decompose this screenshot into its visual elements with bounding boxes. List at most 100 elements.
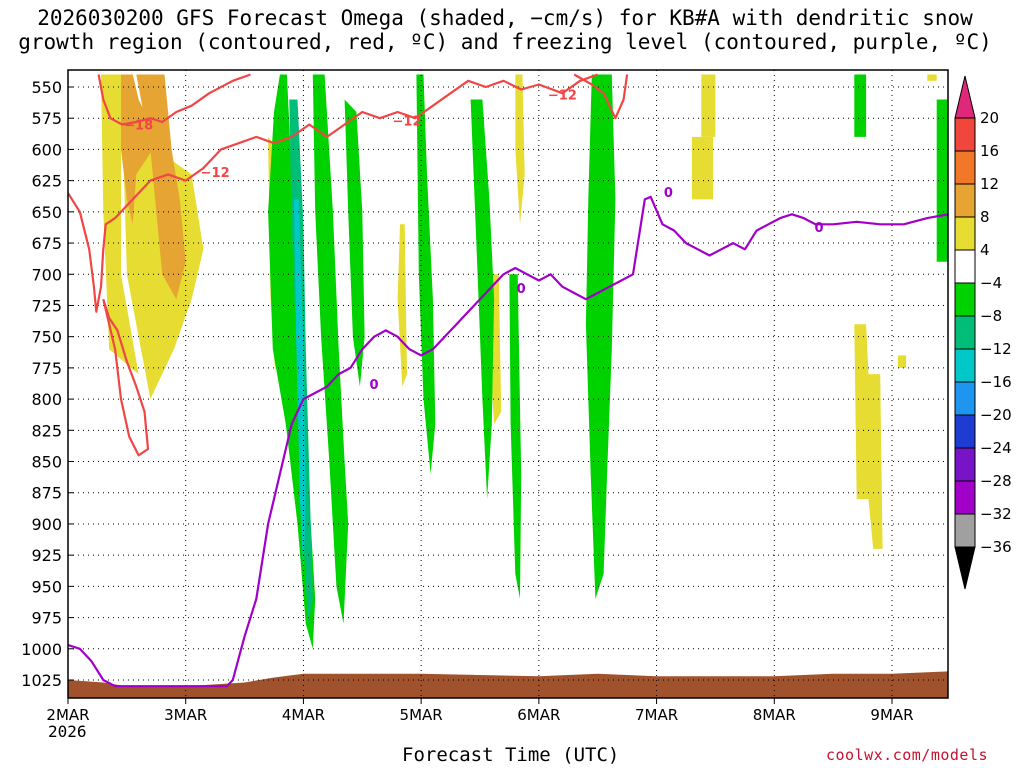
colorbar-swatch <box>954 381 976 416</box>
colorbar-label: −28 <box>980 472 1012 490</box>
omega-region-18 <box>509 274 522 599</box>
omega-region-14 <box>312 74 349 624</box>
colorbar-swatch <box>954 216 976 251</box>
x-tick-label: 8MAR <box>753 706 796 724</box>
colorbar-swatch <box>954 150 976 185</box>
omega-region-0 <box>101 74 139 375</box>
y-tick-label: 750 <box>31 328 62 347</box>
title-line-2: growth region (contoured, red, ºC) and f… <box>18 30 992 54</box>
y-tick-label: 925 <box>31 546 62 565</box>
y-tick-label: 725 <box>31 296 62 315</box>
colorbar-label: 16 <box>980 142 999 160</box>
contour-label: 0 <box>814 221 823 236</box>
colorbar-label: 20 <box>980 109 999 127</box>
omega-region-16 <box>416 74 436 474</box>
omega-region-8 <box>691 136 714 200</box>
plot-frame <box>67 69 949 699</box>
x-tick-label: 2MAR <box>46 706 89 724</box>
grid <box>68 70 948 698</box>
omega-region-5 <box>397 224 407 387</box>
omega-region-11 <box>897 355 907 368</box>
contour-line-0 <box>97 73 251 126</box>
omega-region-21 <box>936 99 948 262</box>
x-tick-label: 7MAR <box>635 706 678 724</box>
y-tick-label: 975 <box>31 609 62 628</box>
x-tick-label: 6MAR <box>517 706 560 724</box>
colorbar-bottom-arrow <box>954 546 976 590</box>
contour-label: −12 <box>201 166 230 181</box>
contour-line-4 <box>68 195 948 688</box>
contour-line-3 <box>573 73 629 120</box>
omega-region-20 <box>854 74 867 137</box>
x-tick-label: 4MAR <box>282 706 325 724</box>
omega-region-17 <box>470 99 495 499</box>
y-tick-label: 900 <box>31 515 62 534</box>
y-tick-label: 1000 <box>21 640 62 659</box>
y-tick-label: 850 <box>31 453 62 472</box>
x-tick-label: 9MAR <box>870 706 913 724</box>
contour-line-2 <box>102 298 150 457</box>
y-tick-label: 775 <box>31 359 62 378</box>
x-axis-label: Forecast Time (UTC) <box>402 744 620 766</box>
colorbar-swatch <box>954 480 976 515</box>
y-tick-label: 1025 <box>21 671 62 690</box>
omega-region-12 <box>927 74 937 81</box>
x-tick-label: 5MAR <box>400 706 443 724</box>
y-axis: 550 575 600 625 650 675 700 725 750 775 800 825 850 8… <box>21 78 74 690</box>
x-axis: 2MAR 3MAR 4MAR 5MAR 6MAR 7MAR 8MAR 9MAR <box>46 698 914 724</box>
colorbar-label: −24 <box>980 439 1012 457</box>
y-tick-label: 825 <box>31 421 62 440</box>
colorbar-label: −12 <box>980 340 1012 358</box>
terrain-fill <box>68 671 948 698</box>
contour-line-1 <box>68 73 599 313</box>
omega-region-9 <box>701 74 716 137</box>
y-tick-label: 550 <box>31 78 62 97</box>
colorbar-swatch <box>954 117 976 152</box>
colorbar-swatch <box>954 447 976 482</box>
colorbar-swatch <box>954 513 976 548</box>
credit-link[interactable]: coolwx.com/models <box>826 746 989 764</box>
x-axis-year: 2026 <box>48 722 87 741</box>
colorbar-swatch <box>954 414 976 449</box>
colorbar-label: −20 <box>980 406 1012 424</box>
colorbar-label: −32 <box>980 505 1012 523</box>
colorbar-swatch <box>954 315 976 350</box>
colorbar-swatch <box>954 183 976 218</box>
colorbar-label: −36 <box>980 538 1012 556</box>
x-tick-label: 3MAR <box>164 706 207 724</box>
colorbar-label: 12 <box>980 175 999 193</box>
y-tick-label: 575 <box>31 109 62 128</box>
y-tick-label: 800 <box>31 390 62 409</box>
omega-region-23 <box>294 199 306 574</box>
chart-title: 2026030200 GFS Forecast Omega (shaded, −… <box>0 6 1010 54</box>
colorbar-label: 4 <box>980 241 990 259</box>
y-tick-label: 625 <box>31 172 62 191</box>
colorbar-label: 8 <box>980 208 990 226</box>
colorbar: 20 16 12 8 4 −4 −8 −12 −16 −20 −24 −28 −32 −36 <box>954 75 1012 590</box>
y-tick-label: 650 <box>31 203 62 222</box>
colorbar-swatch <box>954 282 976 317</box>
colorbar-swatch <box>954 348 976 383</box>
contour-label: 0 <box>370 378 379 393</box>
title-line-1: 2026030200 GFS Forecast Omega (shaded, −… <box>37 6 973 30</box>
contour-label: −12 <box>393 115 422 130</box>
omega-region-10 <box>854 324 883 549</box>
colorbar-label: −16 <box>980 373 1012 391</box>
contour-label: 0 <box>664 186 673 201</box>
omega-shading <box>101 74 948 649</box>
omega-region-6 <box>515 74 525 225</box>
omega-region-19 <box>585 74 616 599</box>
contour-label: −18 <box>124 118 153 133</box>
y-tick-label: 875 <box>31 484 62 503</box>
contour-lines: −18 −12 −12 −12 0 0 0 0 <box>68 73 948 688</box>
contour-label: −12 <box>548 88 577 103</box>
terrain-surface <box>68 671 948 698</box>
colorbar-swatch <box>954 249 976 284</box>
y-tick-label: 675 <box>31 234 62 253</box>
y-tick-label: 600 <box>31 140 62 159</box>
contour-label: 0 <box>517 282 526 297</box>
y-tick-label: 700 <box>31 265 62 284</box>
colorbar-top-arrow <box>954 75 976 119</box>
colorbar-label: −4 <box>980 274 1002 292</box>
